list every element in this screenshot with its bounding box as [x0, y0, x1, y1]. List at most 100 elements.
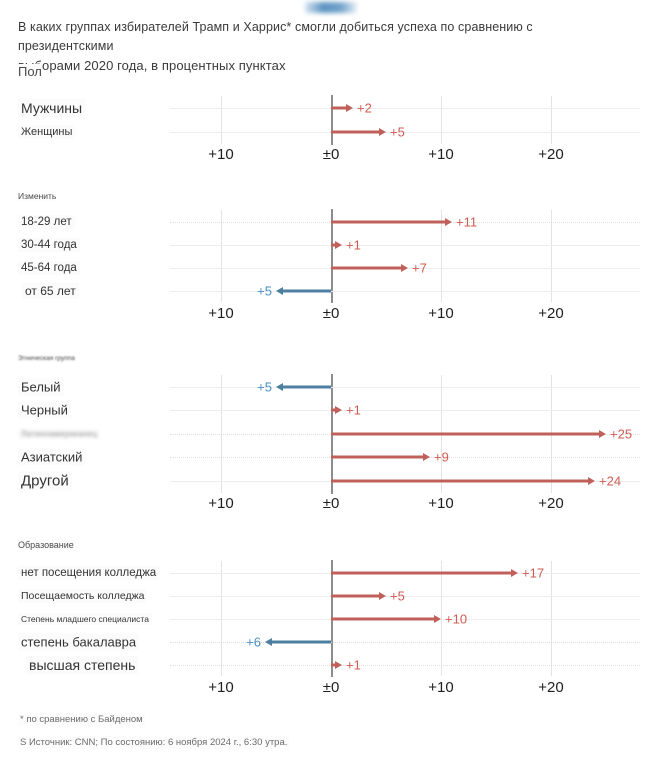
- axis-tick-label: +10: [428, 679, 454, 696]
- x-axis-0: +10 ±0 +10 +20: [0, 146, 659, 166]
- value-label: +1: [346, 402, 361, 418]
- chart-row: степень бакалавра +6: [0, 630, 659, 653]
- value-label: +10: [445, 611, 468, 626]
- row-label: Другой: [18, 471, 72, 491]
- chart-row: высшая степень +1: [0, 653, 659, 676]
- value-label: +7: [412, 260, 427, 275]
- gridline: [441, 96, 442, 144]
- row-plot: +10: [170, 607, 640, 630]
- row-plot: +1: [170, 233, 640, 256]
- bar-trump: [331, 571, 511, 574]
- row-plot: +25: [170, 422, 640, 446]
- section-rows-1: 18-29 лет +11 30-44 года +1 45-64 года +7 от 6…: [0, 209, 659, 303]
- gridline: [441, 210, 442, 302]
- row-plot: +5: [170, 279, 640, 302]
- arrow-head-icon: [276, 382, 283, 391]
- row-plot: +5: [170, 375, 640, 399]
- arrow-head-icon: [379, 128, 386, 136]
- arrow-head-icon: [335, 660, 342, 669]
- value-label: +11: [456, 214, 478, 229]
- chart-row: от 65 лет +5: [0, 279, 659, 302]
- value-label: +1: [346, 237, 361, 252]
- value-label: +9: [434, 449, 449, 465]
- chart-row: Белый +5: [0, 375, 659, 399]
- value-label: +25: [610, 426, 633, 442]
- arrow-head-icon: [599, 429, 606, 438]
- row-baseline: [170, 641, 640, 643]
- gridline: [551, 210, 552, 302]
- title-line-2: выборами 2020 года, в процентных пунктах: [18, 58, 286, 73]
- arrow-head-icon: [379, 591, 386, 600]
- row-plot: +7: [170, 256, 640, 279]
- arrow-head-icon: [434, 614, 441, 623]
- axis-tick-label: +20: [538, 305, 564, 322]
- bar-trump: [331, 617, 434, 620]
- chart-row: 45-64 года +7: [0, 256, 659, 279]
- bar-harris: [283, 385, 331, 389]
- bar-trump: [331, 266, 401, 269]
- row-label: Женщины: [18, 125, 76, 139]
- value-label: +24: [599, 473, 622, 489]
- x-axis-1: +10 ±0 +10 +20: [0, 305, 659, 325]
- bar-trump: [331, 130, 379, 134]
- bar-trump: [331, 455, 423, 459]
- row-label: степень бакалавра: [18, 633, 140, 650]
- bar-trump: [331, 594, 379, 597]
- chart-row: Степень младшего специалиста +10: [0, 607, 659, 630]
- value-label: +17: [522, 565, 545, 580]
- row-label: Посещаемость колледжа: [18, 588, 148, 603]
- row-label: нет посещения колледжа: [18, 565, 160, 580]
- bar-trump: [331, 432, 599, 436]
- row-plot: +1: [170, 399, 640, 423]
- row-label: 30-44 года: [18, 237, 80, 252]
- axis-tick-label: ±0: [322, 305, 340, 322]
- section-title-0: Пол: [18, 64, 42, 79]
- value-label: +5: [257, 379, 272, 395]
- chart-row: Азиатский +9: [0, 446, 659, 470]
- axis-tick-label: ±0: [322, 679, 340, 696]
- chart-row: нет посещения колледжа +17: [0, 561, 659, 584]
- source-note: S Источник: CNN; По состоянию: 6 ноября …: [18, 736, 290, 749]
- section-title-1: Изменить: [18, 191, 57, 201]
- gridline: [221, 210, 222, 302]
- row-label: 45-64 года: [18, 260, 80, 275]
- axis-tick-label: ±0: [322, 495, 340, 512]
- bar-trump: [331, 243, 335, 246]
- page-title: В каких группах избирателей Трамп и Харр…: [18, 18, 628, 75]
- gridlines: [170, 95, 640, 145]
- row-plot: +2: [170, 96, 640, 120]
- row-label: от 65 лет: [22, 282, 79, 299]
- row-label: Латиноамериканец: [18, 428, 101, 440]
- row-plot: +5: [170, 584, 640, 607]
- value-label: +1: [346, 657, 361, 672]
- axis-tick-label: +10: [428, 305, 454, 322]
- chart-row: Посещаемость колледжа +5: [0, 584, 659, 607]
- x-axis-2: +10 ±0 +10 +20: [0, 495, 659, 515]
- row-plot: +1: [170, 653, 640, 676]
- row-plot: +11: [170, 210, 640, 233]
- chart-row: Черный +1: [0, 399, 659, 423]
- axis-tick-label: +10: [428, 495, 454, 512]
- gridline: [221, 96, 222, 144]
- bar-trump: [331, 408, 335, 412]
- chart-row: Другой +24: [0, 469, 659, 493]
- axis-tick-label: +20: [538, 679, 564, 696]
- arrow-head-icon: [445, 217, 452, 226]
- row-label: Мужчины: [18, 99, 86, 117]
- bar-trump: [331, 479, 588, 483]
- row-label: Степень младшего специалиста: [18, 612, 152, 625]
- zero-axis-line: [331, 95, 333, 145]
- row-label: Белый: [18, 378, 64, 396]
- row-plot: +5: [170, 120, 640, 144]
- section-title-3: Образование: [18, 540, 74, 550]
- section-rows-0: Мужчины +2 Женщины +5: [0, 95, 659, 145]
- row-baseline: [170, 244, 640, 246]
- bar-trump: [331, 220, 445, 223]
- row-plot: +6: [170, 630, 640, 653]
- row-plot: +9: [170, 446, 640, 470]
- row-baseline: [170, 108, 640, 109]
- blurred-overlay-artifact: [305, 2, 357, 13]
- arrow-head-icon: [276, 286, 283, 295]
- gridlines: [170, 209, 640, 303]
